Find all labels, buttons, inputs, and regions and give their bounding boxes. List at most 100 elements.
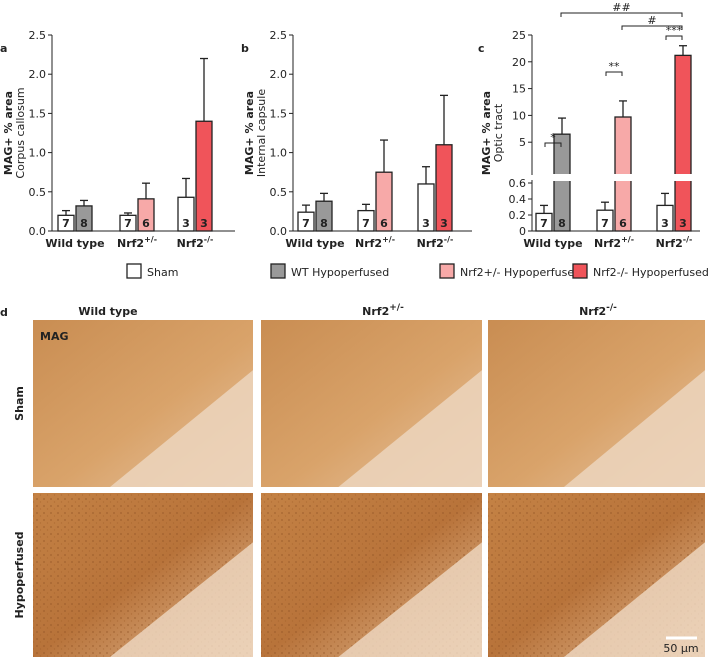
x-tick-label: Wild type [523,237,582,250]
x-tick-label: Nrf2-/- [177,235,214,250]
x-tick-label: Wild type [45,237,104,250]
significance-label: # [647,14,656,27]
y-tick-label: 2.5 [29,29,47,42]
column-sup: -/- [606,303,617,313]
y-tick-label: 0.0 [270,225,288,238]
micrograph-pale-region [563,370,705,487]
category-sup: -/- [683,235,693,244]
legend-label: Sham [147,266,178,279]
x-tick-label: Nrf2+/- [117,235,157,250]
category-sup: -/- [444,235,454,244]
significance-label: * [550,131,556,144]
n-label: 6 [142,217,150,230]
n-label: 7 [601,217,609,230]
y-axis-sublabel: Optic tract [492,103,505,162]
legend-swatch [270,263,286,279]
n-label: 6 [380,217,388,230]
n-label: 7 [362,217,370,230]
panel-letter: d [0,306,8,319]
n-label: 3 [679,217,687,230]
n-label: 7 [540,217,548,230]
panel-letter: c [478,42,485,55]
micrograph-pale-region [563,542,705,657]
significance-bracket [665,35,683,40]
category: Nrf2 [594,237,621,250]
significance-label: ** [609,60,621,73]
column-sup: +/- [389,303,404,313]
legend-label: Nrf2-/- Hypoperfused [593,266,709,279]
row-label: Sham [13,386,26,421]
significance-bracket [605,71,623,76]
column-name: Nrf2 [579,305,606,318]
legend-swatch [126,263,142,279]
scale-bar-label: 50 µm [663,642,698,655]
category: Nrf2 [355,237,382,250]
category-sup: +/- [144,235,157,244]
y-tick-label: 0.2 [509,209,527,222]
category: Wild type [45,237,104,250]
x-tick-label: Nrf2+/- [355,235,395,250]
column-header: Nrf2-/- [579,303,617,318]
bar [195,120,213,232]
x-tick-label: Nrf2+/- [594,235,634,250]
micrograph-pale-region [110,370,253,487]
n-label: 7 [62,217,70,230]
panel-letter: b [241,42,249,55]
significance-bracket [544,142,562,147]
y-tick-label: 2.5 [270,29,288,42]
n-label: 8 [320,217,328,230]
stain-label: MAG [40,330,69,343]
column-name: Wild type [78,305,137,318]
x-tick-label: Nrf2-/- [656,235,693,250]
n-label: 8 [558,217,566,230]
micrograph-pale-region [338,370,482,487]
legend-swatch [572,263,588,279]
y-axis-label: MAG+ % area [243,91,256,175]
row-label: Hypoperfused [13,531,26,618]
y-tick-label: 2.0 [29,68,47,81]
y-tick-label: 15 [512,83,526,96]
significance-label: ## [612,1,630,14]
y-axis-label: MAG+ % area [2,91,15,175]
significance-bracket [560,12,683,17]
y-axis-sublabel: Internal capsule [255,89,268,177]
y-tick-label: 0.5 [29,186,47,199]
axis-break [526,174,702,181]
y-tick-label: 2.0 [270,68,288,81]
significance-bracket [621,25,683,30]
legend-label: Nrf2+/- Hypoperfused [460,266,581,279]
n-label: 3 [182,217,190,230]
y-tick-label: 1.0 [270,147,288,160]
micrograph-panel: d Wild type Nrf2+/- Nrf2-/-ShamHypoperfused… [0,303,705,657]
y-tick-label: 0.5 [270,186,288,199]
n-label: 6 [619,217,627,230]
column-name: Nrf2 [362,305,389,318]
category: Nrf2 [417,237,444,250]
category: Wild type [523,237,582,250]
n-label: 3 [440,217,448,230]
category-sup: -/- [204,235,214,244]
y-tick-label: 20 [512,56,526,69]
category: Nrf2 [177,237,204,250]
y-tick-label: 0.0 [29,225,47,238]
n-label: 7 [302,217,310,230]
category: Wild type [285,237,344,250]
y-tick-label: 0.4 [509,193,527,206]
y-tick-label: 1.5 [270,107,288,120]
n-label: 3 [422,217,430,230]
n-label: 7 [124,217,132,230]
legend-swatch [439,263,455,279]
micrograph-pale-region [110,542,253,657]
y-tick-label: 1.0 [29,147,47,160]
y-tick-label: 1.5 [29,107,47,120]
y-tick-label: 0.6 [509,177,527,190]
y-tick-label: 25 [512,29,526,42]
category-sup: +/- [382,235,395,244]
legend-label: WT Hypoperfused [291,266,389,279]
y-tick-label: 10 [512,109,526,122]
significance-label: *** [666,24,683,37]
bar [674,54,692,232]
n-label: 3 [200,217,208,230]
micrograph-pale-region [338,542,482,657]
